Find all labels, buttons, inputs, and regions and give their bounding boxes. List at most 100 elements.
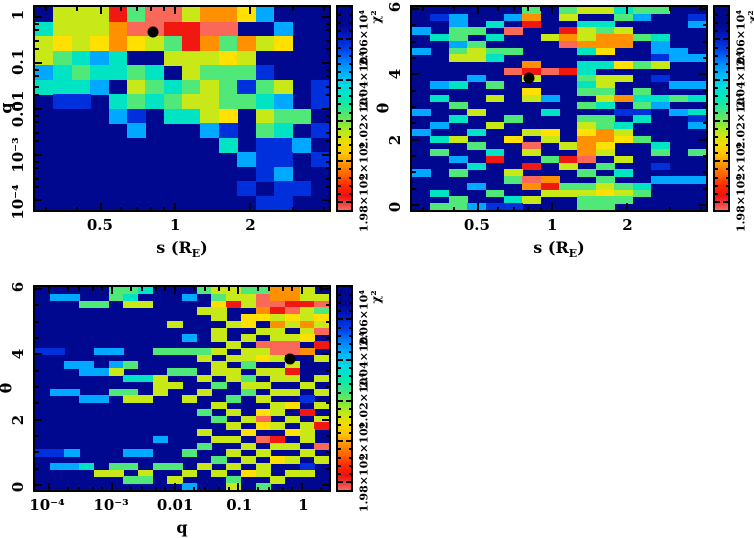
heatmap-cell: [595, 74, 615, 83]
y-axis-tick: [35, 320, 39, 323]
heatmap-cell: [430, 189, 450, 198]
heatmap-panel-theta-vs-q: 10⁻⁴10⁻³0.010.116420qθ1.98×10⁴2×10⁴2.02×…: [0, 282, 383, 537]
heatmap-cell: [577, 74, 597, 83]
y-tick-label: 4: [386, 68, 404, 79]
heatmap-cell: [226, 462, 242, 471]
colorbar-minor-tick: [725, 192, 728, 195]
heatmap-cell: [108, 50, 128, 66]
x-axis-tick: [513, 7, 516, 11]
heatmap-cell: [211, 402, 227, 410]
heatmap-cell: [577, 101, 597, 110]
heatmap-cell: [240, 381, 257, 390]
heatmap-cell: [123, 395, 139, 403]
heatmap-cell: [669, 94, 689, 103]
colorbar-minor-tick: [348, 95, 351, 98]
heatmap-cell: [310, 152, 329, 168]
heatmap-cell: [412, 169, 431, 177]
y-axis-tick: [412, 40, 416, 43]
colorbar-minor-tick: [348, 367, 351, 370]
heatmap-cell: [299, 395, 315, 403]
colorbar-tick-label: 2×10⁴: [357, 143, 371, 181]
heatmap-cell: [632, 182, 652, 191]
y-axis-tick: [35, 386, 39, 389]
heatmap-cell: [299, 347, 315, 356]
colorbar-tick: [723, 200, 728, 203]
y-axis-tick: [322, 287, 329, 290]
heatmap-cell: [595, 88, 615, 96]
heatmap-cell: [448, 54, 468, 62]
colorbar-tick: [338, 399, 343, 402]
heatmap-cell: [577, 155, 597, 164]
heatmap-cell: [448, 34, 468, 42]
heatmap-cell: [299, 300, 315, 308]
heatmap-cell: [448, 135, 468, 143]
heatmap-cell: [182, 79, 201, 95]
y-tick-label: 2: [386, 135, 404, 146]
colorbar-tick: [346, 119, 351, 122]
heatmap-cell: [270, 456, 286, 464]
heatmap-cell: [595, 34, 615, 42]
y-axis-tick: [412, 122, 416, 125]
x-axis-tick: [256, 486, 259, 490]
heatmap-cell: [467, 54, 487, 62]
colorbar-minor-tick: [725, 54, 728, 57]
y-axis-tick: [325, 121, 329, 124]
x-axis-tick: [291, 7, 294, 11]
heatmap-cell: [108, 21, 128, 37]
heatmap-cell: [299, 307, 315, 315]
colorbar-minor-tick: [338, 54, 341, 57]
colorbar-minor-tick: [725, 103, 728, 106]
colorbar-tick: [346, 160, 351, 163]
heatmap-cell: [163, 36, 183, 52]
colorbar-minor-tick: [348, 30, 351, 33]
heatmap-cell: [314, 442, 329, 450]
heatmap-cell: [412, 108, 431, 116]
y-axis-tick: [322, 107, 329, 110]
colorbar-minor-tick: [725, 127, 728, 130]
x-axis-tick: [141, 486, 144, 490]
heatmap-cell: [200, 94, 220, 110]
heatmap-cell: [467, 108, 487, 116]
colorbar-minor-tick: [348, 415, 351, 418]
heatmap-cell: [255, 108, 275, 124]
heatmap-cell: [314, 415, 329, 423]
x-axis-label: q: [176, 518, 188, 537]
colorbar-minor-tick: [338, 30, 341, 33]
x-axis-tick: [174, 203, 177, 210]
colorbar: [336, 5, 353, 212]
heatmap-cell: [255, 307, 271, 315]
heatmap-cell: [270, 368, 286, 376]
colorbar-tick: [346, 200, 351, 203]
heatmap-cell: [53, 94, 73, 110]
heatmap-cell: [255, 79, 275, 95]
colorbar-tick-label: 2×10⁴: [357, 423, 371, 461]
heatmap-cell: [226, 449, 242, 457]
y-tick-label: 10⁻⁴: [9, 184, 27, 220]
colorbar-tick: [715, 119, 720, 122]
heatmap-cell: [632, 189, 652, 198]
colorbar-tick: [338, 200, 343, 203]
heatmap-cell: [53, 79, 73, 95]
heatmap-cell: [467, 74, 487, 83]
heatmap-cell: [273, 181, 293, 197]
heatmap-cell: [211, 415, 227, 423]
heatmap-cell: [90, 50, 110, 66]
y-axis-tick: [35, 29, 39, 32]
heatmap-cell: [196, 354, 212, 363]
heatmap-cell: [595, 162, 615, 170]
heatmap-cell: [595, 94, 615, 103]
x-axis-tick: [111, 287, 114, 294]
heatmap-cell: [108, 469, 124, 478]
heatmap-cell: [430, 122, 450, 130]
colorbar-title: χ²: [369, 290, 383, 304]
heatmap-cell: [284, 320, 301, 329]
heatmap-cell: [577, 61, 597, 69]
y-axis-tick: [699, 73, 706, 76]
heatmap-cell: [90, 65, 110, 81]
x-axis-tick: [204, 287, 207, 291]
heatmap-cell: [273, 137, 293, 153]
heatmap-cell: [152, 381, 168, 390]
x-axis-tick: [47, 483, 50, 490]
colorbar-minor-tick: [338, 472, 341, 475]
heatmap-plot: [33, 5, 331, 212]
